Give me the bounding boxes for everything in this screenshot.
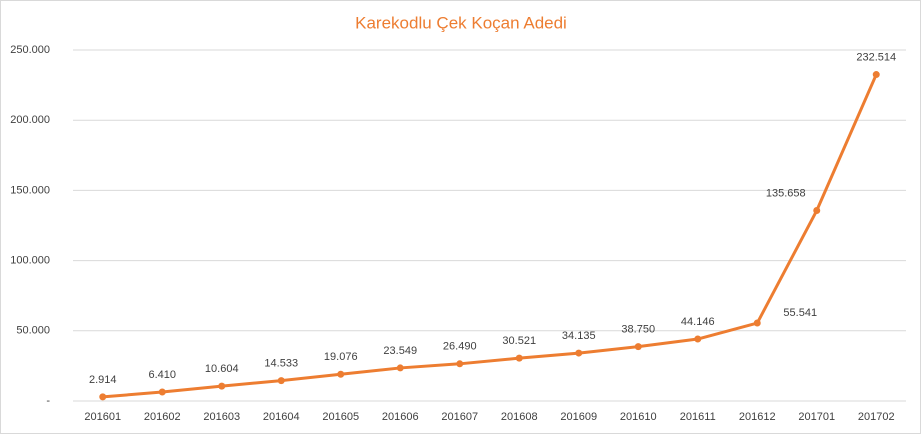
x-tick-label: 201607 [441,411,478,423]
data-label: 38.750 [621,324,655,336]
data-label: 135.658 [766,187,806,199]
marker [396,364,404,372]
y-tick-label: 150.000 [10,184,50,196]
x-tick-label: 201602 [144,411,181,423]
y-tick-label: 250.000 [10,44,50,56]
marker [753,319,761,327]
marker [515,354,523,362]
marker [277,377,285,385]
y-tick-label: 200.000 [10,114,50,126]
x-tick-label: 201610 [620,411,657,423]
data-label: 6.410 [148,369,176,381]
x-tick-label: 201606 [382,411,419,423]
data-label: 10.604 [205,363,239,375]
data-label: 14.533 [264,358,298,370]
x-tick-label: 201604 [263,411,300,423]
data-label: 44.146 [681,316,715,328]
data-label: 19.076 [324,351,358,363]
marker [218,382,226,390]
marker [456,360,464,368]
chart-title: Karekodlu Çek Koçan Adedi [355,13,567,32]
data-label: 2.914 [89,374,117,386]
y-tick-label: 100.000 [10,255,50,267]
marker [634,343,642,351]
marker [337,370,345,378]
x-tick-label: 201612 [739,411,776,423]
x-tick-label: 201603 [203,411,240,423]
x-tick-label: 201605 [322,411,359,423]
x-tick-label: 201601 [84,411,121,423]
marker [575,349,583,357]
marker [872,71,880,79]
marker [158,388,166,396]
marker [694,335,702,343]
marker [99,393,107,401]
marker [813,207,821,215]
data-label: 26.490 [443,341,477,353]
data-label: 232.514 [856,51,896,63]
y-tick-label: 50.000 [16,325,50,337]
data-label: 55.541 [783,307,817,319]
y-tick-label: - [46,395,50,407]
x-tick-label: 201608 [501,411,538,423]
x-tick-label: 201701 [798,411,835,423]
data-label: 30.521 [502,335,536,347]
x-tick-label: 201702 [858,411,895,423]
x-tick-label: 201609 [560,411,597,423]
line [102,73,878,399]
x-tick-label: 201611 [680,411,716,423]
data-label: 34.135 [562,330,596,342]
data-label: 23.549 [383,345,417,357]
